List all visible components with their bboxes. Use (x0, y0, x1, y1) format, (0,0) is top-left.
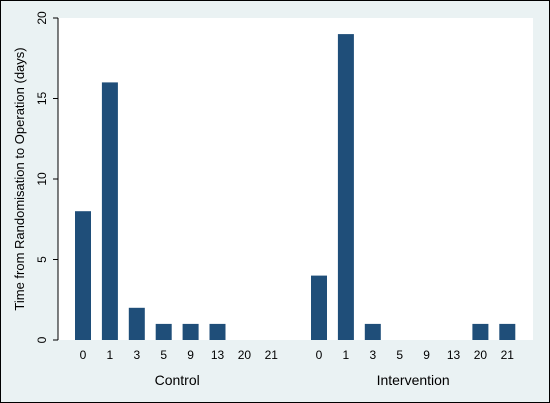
y-axis: 0 5 10 15 20 (35, 11, 59, 343)
x-tick-label: 0 (80, 348, 87, 362)
y-tick-label: 5 (35, 256, 49, 263)
x-tick-label: 9 (187, 348, 194, 362)
bar (155, 323, 172, 340)
x-tick-label: 20 (238, 348, 252, 362)
bar (499, 323, 516, 340)
x-tick-label: 13 (447, 348, 461, 362)
bar (311, 275, 327, 340)
group-labels: Control Intervention (155, 372, 450, 388)
y-tick-label: 15 (35, 92, 49, 106)
bar (182, 323, 199, 340)
x-tick-label: 9 (423, 348, 430, 362)
y-axis-title: Time from Randomisation to Operation (da… (12, 47, 27, 310)
x-tick-label: 20 (474, 348, 488, 362)
x-tick-label: 5 (396, 348, 403, 362)
group-label: Intervention (377, 372, 450, 388)
bars (75, 34, 516, 341)
x-tick-label: 21 (501, 348, 515, 362)
x-tick-label: 0 (316, 348, 323, 362)
group-label: Control (155, 372, 200, 388)
bar (337, 34, 354, 340)
bar (75, 211, 91, 340)
y-tick-label: 10 (35, 172, 49, 186)
bar (209, 323, 226, 340)
x-tick-label: 3 (133, 348, 140, 362)
x-tick-label: 5 (160, 348, 167, 362)
x-tick-label: 13 (211, 348, 225, 362)
bar (472, 323, 489, 340)
x-tick-label: 21 (265, 348, 279, 362)
y-tick-label: 0 (35, 336, 49, 343)
x-tick-labels: 0 1 3 5 9 13 20 21 0 1 3 5 9 13 20 21 (80, 348, 515, 362)
plot-area (58, 18, 533, 340)
x-tick-label: 3 (369, 348, 376, 362)
bar (101, 82, 118, 341)
bar (128, 307, 145, 340)
x-tick-label: 1 (107, 348, 114, 362)
bar (364, 323, 381, 340)
y-tick-label: 20 (35, 11, 49, 25)
x-tick-label: 1 (343, 348, 350, 362)
